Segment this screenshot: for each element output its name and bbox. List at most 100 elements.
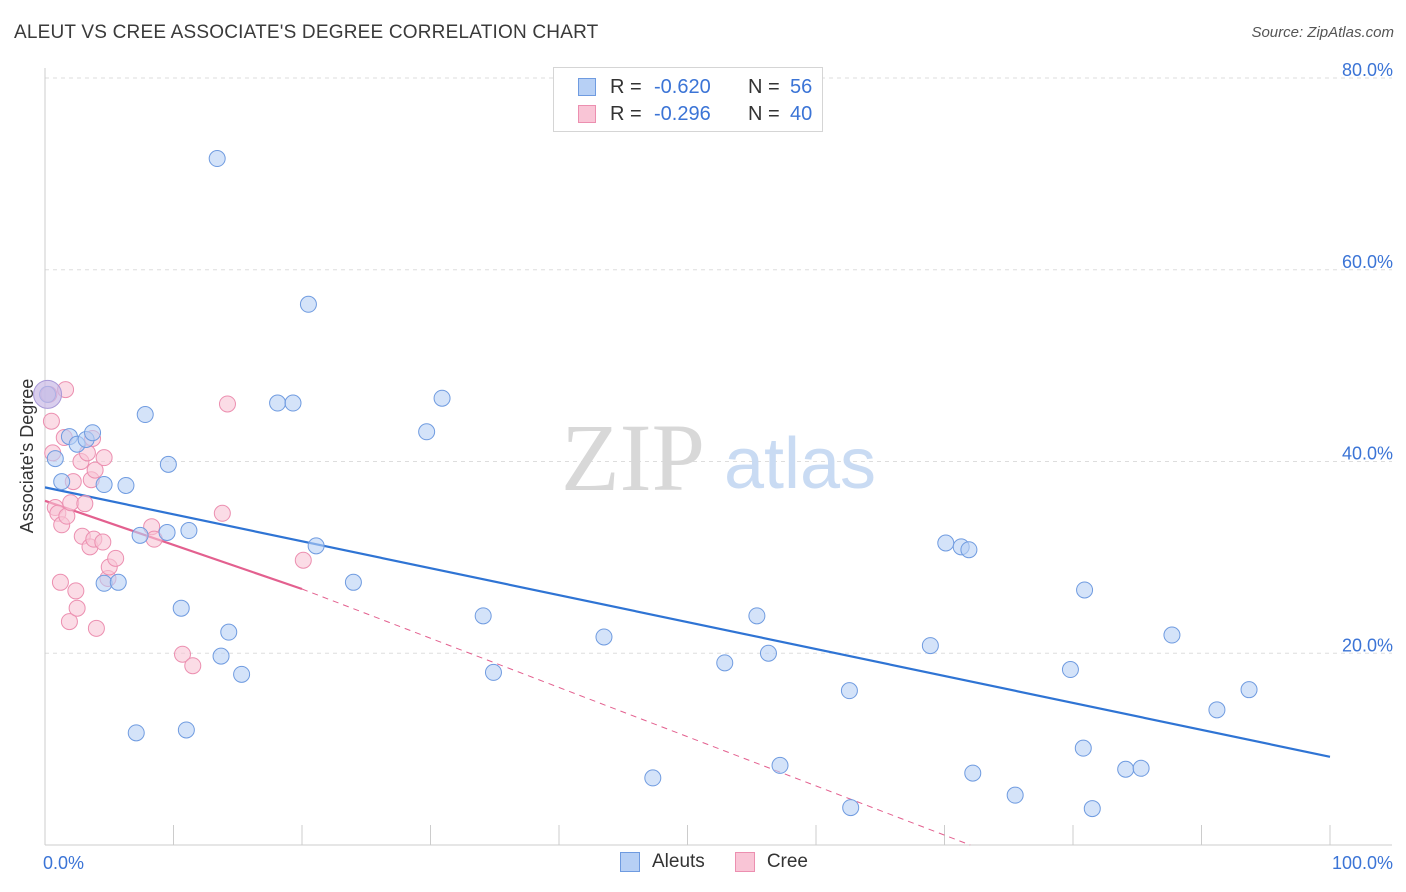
aleut-point xyxy=(212,647,230,665)
cree-swatch xyxy=(578,105,596,123)
cree-point xyxy=(51,573,69,591)
aleut-point xyxy=(1074,739,1092,757)
cree-point xyxy=(42,412,60,430)
cree-point xyxy=(67,582,85,600)
aleut-point xyxy=(1117,760,1135,778)
axis-labels: 20.0% 40.0% 60.0% 80.0% 0.0% 100.0% xyxy=(43,60,1393,873)
aleut-swatch xyxy=(620,852,640,872)
watermark-zip: ZIP xyxy=(561,404,705,511)
x-tick-label: 100.0% xyxy=(1332,853,1393,873)
watermark-atlas: atlas xyxy=(724,424,876,504)
aleut-point xyxy=(1006,786,1024,804)
aleut-trend-line xyxy=(44,486,1331,758)
aleut-point xyxy=(53,473,71,491)
aleut-point xyxy=(759,644,777,662)
aleut-point xyxy=(484,663,502,681)
cree-point xyxy=(86,461,104,479)
cree-point xyxy=(294,551,312,569)
aleut-point xyxy=(716,654,734,672)
aleut-point xyxy=(1083,800,1101,818)
aleut-point xyxy=(1076,581,1094,599)
aleut-point xyxy=(233,665,251,683)
aleut-point xyxy=(109,573,127,591)
aleut-point xyxy=(299,295,317,313)
legend-r-value: -0.620 xyxy=(654,75,711,98)
aleut-point xyxy=(921,637,939,655)
chart-title: ALEUT VS CREE ASSOCIATE'S DEGREE CORRELA… xyxy=(14,22,599,43)
aleut-point xyxy=(840,682,858,700)
aleut-point xyxy=(84,424,102,442)
cree-point xyxy=(107,549,125,567)
cree-trend-line xyxy=(44,499,303,591)
aleut-point xyxy=(95,574,113,592)
y-tick-label: 80.0% xyxy=(1342,60,1393,80)
aleut-point xyxy=(1208,701,1226,719)
aleut-point xyxy=(644,769,662,787)
legend-r-label: R = xyxy=(610,75,642,98)
legend-n-label: N = xyxy=(748,102,780,125)
legend-row-cree: R = -0.296 N = 40 xyxy=(578,101,812,127)
grid-lines xyxy=(45,77,1392,654)
cree-point xyxy=(218,395,236,413)
legend-item-cree: Cree xyxy=(734,851,808,873)
aleut-point xyxy=(842,799,860,817)
correlation-legend: R = -0.620 N = 56 R = -0.296 N = 40 xyxy=(553,67,823,132)
aleut-point xyxy=(748,607,766,625)
aleut-point xyxy=(418,423,436,441)
y-tick-label: 20.0% xyxy=(1342,635,1393,655)
aleut-point xyxy=(964,764,982,782)
overlap-point xyxy=(33,379,63,409)
cree-point xyxy=(60,613,78,631)
cree-point xyxy=(95,449,113,467)
legend-r-value: -0.296 xyxy=(654,102,711,125)
axes xyxy=(44,68,1392,846)
legend-row-aleuts: R = -0.620 N = 56 xyxy=(578,74,812,100)
aleut-point xyxy=(208,150,226,168)
aleut-point xyxy=(177,721,195,739)
cree-swatch xyxy=(734,852,755,872)
aleut-point xyxy=(131,526,149,544)
legend-label-aleuts: Aleuts xyxy=(652,851,705,872)
aleut-point xyxy=(158,523,176,541)
cree-point xyxy=(62,494,80,512)
aleut-point xyxy=(220,623,238,641)
aleut-point xyxy=(127,724,145,742)
legend-n-value: 56 xyxy=(790,75,813,98)
aleut-point xyxy=(1163,626,1181,644)
aleut-swatch xyxy=(578,78,596,96)
data-points xyxy=(33,150,1258,818)
y-tick-label: 40.0% xyxy=(1342,444,1393,464)
aleut-point xyxy=(269,394,287,412)
aleut-point xyxy=(46,450,64,468)
cree-point xyxy=(184,657,202,675)
aleut-point xyxy=(771,756,789,774)
aleut-point xyxy=(1132,759,1150,777)
aleut-point xyxy=(1061,661,1079,679)
aleut-point xyxy=(1240,681,1258,699)
aleut-point xyxy=(180,522,198,540)
cree-point xyxy=(173,645,191,663)
y-axis-title: Associate's Degree xyxy=(17,379,37,534)
cree-point xyxy=(94,533,112,551)
aleut-point xyxy=(937,534,955,552)
legend-item-aleuts: Aleuts xyxy=(620,851,705,873)
cree-point xyxy=(213,504,231,522)
legend-label-cree: Cree xyxy=(766,851,808,872)
aleut-point xyxy=(117,476,135,494)
legend-n-label: N = xyxy=(748,75,780,98)
y-tick-label: 60.0% xyxy=(1342,252,1393,272)
aleut-point xyxy=(284,394,302,412)
cree-point xyxy=(76,495,94,513)
aleut-point xyxy=(159,455,177,473)
legend-n-value: 40 xyxy=(790,102,813,125)
aleut-point xyxy=(307,537,325,555)
x-tick-label: 0.0% xyxy=(43,853,84,873)
aleut-point xyxy=(136,406,154,424)
source-label: Source: ZipAtlas.com xyxy=(1251,24,1394,41)
cree-point xyxy=(68,599,86,617)
aleut-point xyxy=(595,628,613,646)
aleut-point xyxy=(960,541,978,559)
cree-trend-extension xyxy=(301,588,971,846)
legend-r-label: R = xyxy=(610,102,642,125)
